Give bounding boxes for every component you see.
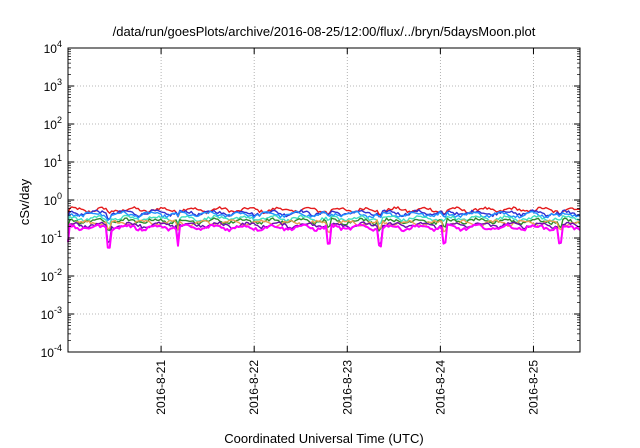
x-tick-label: 2016-8-24 bbox=[433, 360, 447, 415]
x-tick-label: 2016-8-25 bbox=[526, 360, 540, 415]
y-tick-label: 10-3 bbox=[41, 305, 62, 322]
series-line bbox=[67, 223, 581, 249]
y-tick-label: 103 bbox=[44, 77, 62, 94]
series-layer bbox=[67, 206, 581, 249]
x-tick-label: 2016-8-23 bbox=[340, 360, 354, 415]
grid-lines bbox=[68, 48, 580, 352]
plot-border bbox=[67, 47, 581, 353]
x-axis-label: Coordinated Universal Time (UTC) bbox=[224, 431, 423, 446]
x-tick-label: 2016-8-21 bbox=[154, 360, 168, 415]
y-tick-labels: 104 103 102 101 100 10-1 10-2 10-3 10-4 bbox=[41, 39, 62, 360]
y-tick-label: 102 bbox=[44, 115, 62, 132]
y-tick-label: 104 bbox=[44, 39, 62, 56]
chart-title: /data/run/goesPlots/archive/2016-08-25/1… bbox=[113, 24, 536, 39]
x-tick-labels: 2016-8-21 2016-8-22 2016-8-23 2016-8-24 2016… bbox=[154, 360, 540, 415]
y-tick-label: 101 bbox=[44, 153, 62, 170]
series-line bbox=[67, 210, 581, 222]
y-tick-label: 10-1 bbox=[41, 229, 62, 246]
x-tick-label: 2016-8-22 bbox=[247, 360, 261, 415]
series-line bbox=[67, 221, 581, 245]
y-tick-label: 10-2 bbox=[41, 267, 62, 284]
series-line bbox=[67, 217, 581, 232]
y-tick-label: 100 bbox=[44, 191, 62, 208]
y-axis-label: cSv/day bbox=[17, 178, 32, 225]
y-tick-label: 10-4 bbox=[41, 343, 62, 360]
